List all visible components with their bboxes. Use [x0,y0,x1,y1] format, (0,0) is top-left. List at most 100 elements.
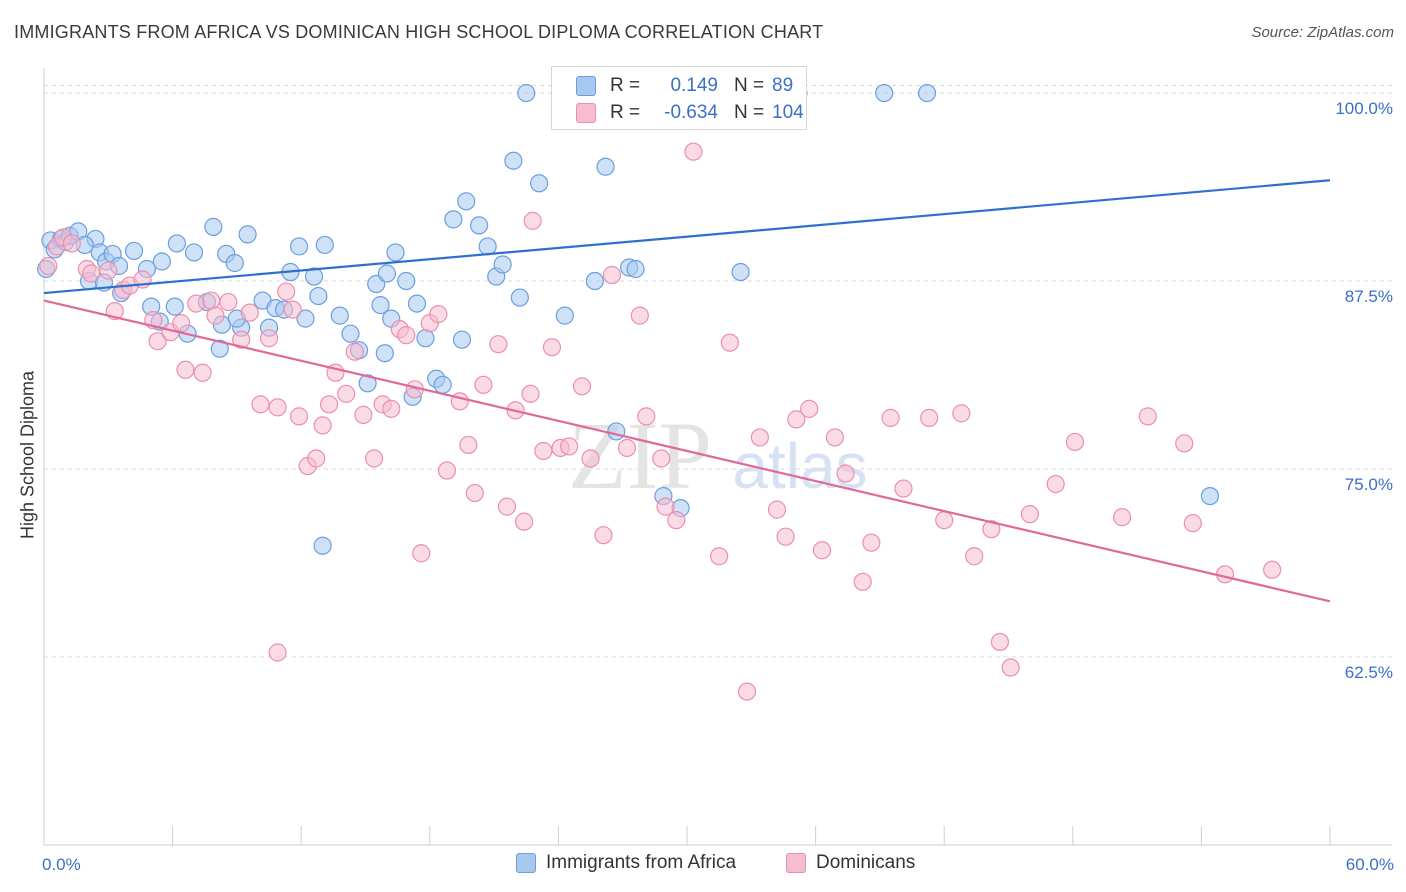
point-dominicans [1020,505,1040,524]
point-dominicans [684,142,703,161]
point-africa [165,297,184,316]
point-dominicans [617,438,637,458]
x-tick-label-min: 0.0% [42,855,81,874]
point-dominicans [465,483,484,503]
point-dominicans [652,449,671,468]
point-dominicans [935,511,954,530]
point-africa [296,309,315,328]
point-dominicans [812,541,832,560]
point-dominicans [268,398,287,417]
point-africa [225,253,244,273]
point-africa [1200,486,1220,506]
point-africa [555,306,574,325]
bottom-legend-label-africa: Immigrants from Africa [546,852,737,873]
point-dominicans [345,342,364,361]
y-tick-label: 75.0% [1345,475,1393,494]
point-dominicans [193,363,212,382]
legend-r-label: R = [610,75,641,96]
point-dominicans [148,332,167,351]
legend-n-label: N = [734,102,765,123]
point-africa [493,255,512,274]
point-dominicans [337,384,356,403]
point-dominicans [853,572,872,591]
point-africa [397,271,416,291]
legend-row-dominicans: R = -0.634 N = 104 [576,101,804,125]
point-dominicans [459,435,478,455]
point-dominicans [534,441,553,461]
legend-row-africa: R = 0.149 N = 89 [576,74,793,98]
point-dominicans [881,408,900,427]
point-africa [330,306,349,325]
trend-lines [43,179,1331,603]
point-dominicans [1175,434,1194,453]
grid [44,85,1392,658]
point-dominicans [187,294,206,313]
point-africa [504,151,523,170]
legend-n-label: N = [734,75,765,96]
legend-swatch-blue [576,76,596,96]
point-dominicans [176,360,195,379]
point-dominicans [990,632,1010,652]
point-africa [596,157,615,176]
legend-n-value-africa: 89 [772,75,794,96]
point-dominicans [521,384,540,403]
point-dominicans [602,265,622,285]
point-dominicans [710,547,729,566]
point-dominicans [202,291,221,310]
point-dominicans [62,234,81,253]
point-africa [341,324,360,343]
point-dominicans [364,449,384,468]
point-africa [184,243,204,262]
point-africa [530,174,549,193]
point-dominicans [277,282,296,301]
legend-n-value-dominicans: 104 [772,102,804,123]
point-dominicans [825,428,844,447]
point-dominicans [382,399,401,418]
point-dominicans [720,333,739,352]
bottom-legend-africa[interactable]: Immigrants from Africa [516,852,736,874]
point-dominicans [319,395,339,414]
point-dominicans [560,437,579,456]
bottom-legend-label-dominicans: Dominicans [816,852,916,873]
point-dominicans [82,264,101,283]
point-africa [478,237,497,256]
bottom-legend-swatch-blue [516,853,536,873]
point-africa [377,264,397,283]
point-africa [607,422,626,441]
watermark: ZIP atlas [568,402,868,509]
point-dominicans [523,211,542,230]
point-dominicans [836,464,855,483]
point-dominicans [894,479,913,498]
point-dominicans [39,256,58,276]
point-africa [517,83,536,103]
point-africa [124,241,144,261]
point-africa [204,217,223,236]
point-africa [917,83,937,103]
point-africa [433,375,452,394]
point-dominicans [354,405,373,424]
point-dominicans [251,395,270,414]
point-dominicans [489,335,508,354]
y-tick-label: 100.0% [1335,99,1393,118]
point-africa [510,288,529,307]
point-africa [386,243,405,262]
point-dominicans [630,306,649,325]
y-tick-label: 62.5% [1345,663,1393,682]
point-dominicans [240,303,259,322]
point-dominicans [750,428,769,447]
point-dominicans [313,416,332,435]
point-dominicans [1263,560,1282,579]
point-dominicans [594,526,613,545]
point-africa [444,210,463,229]
trend-line-africa [43,179,1331,295]
correlation-legend: R = 0.149 N = 89 R = -0.634 N = 104 [551,66,807,130]
point-africa [375,344,394,363]
point-dominicans [1183,514,1202,533]
point-africa [731,262,750,282]
point-africa [371,295,390,315]
point-dominicans [1001,658,1020,677]
tick-labels: 62.5% 75.0% 87.5% 100.0% 0.0% 60.0% [42,99,1394,874]
source-label: Source: ZipAtlas.com [1251,24,1394,41]
bottom-legend-dominicans[interactable]: Dominicans [786,852,915,874]
